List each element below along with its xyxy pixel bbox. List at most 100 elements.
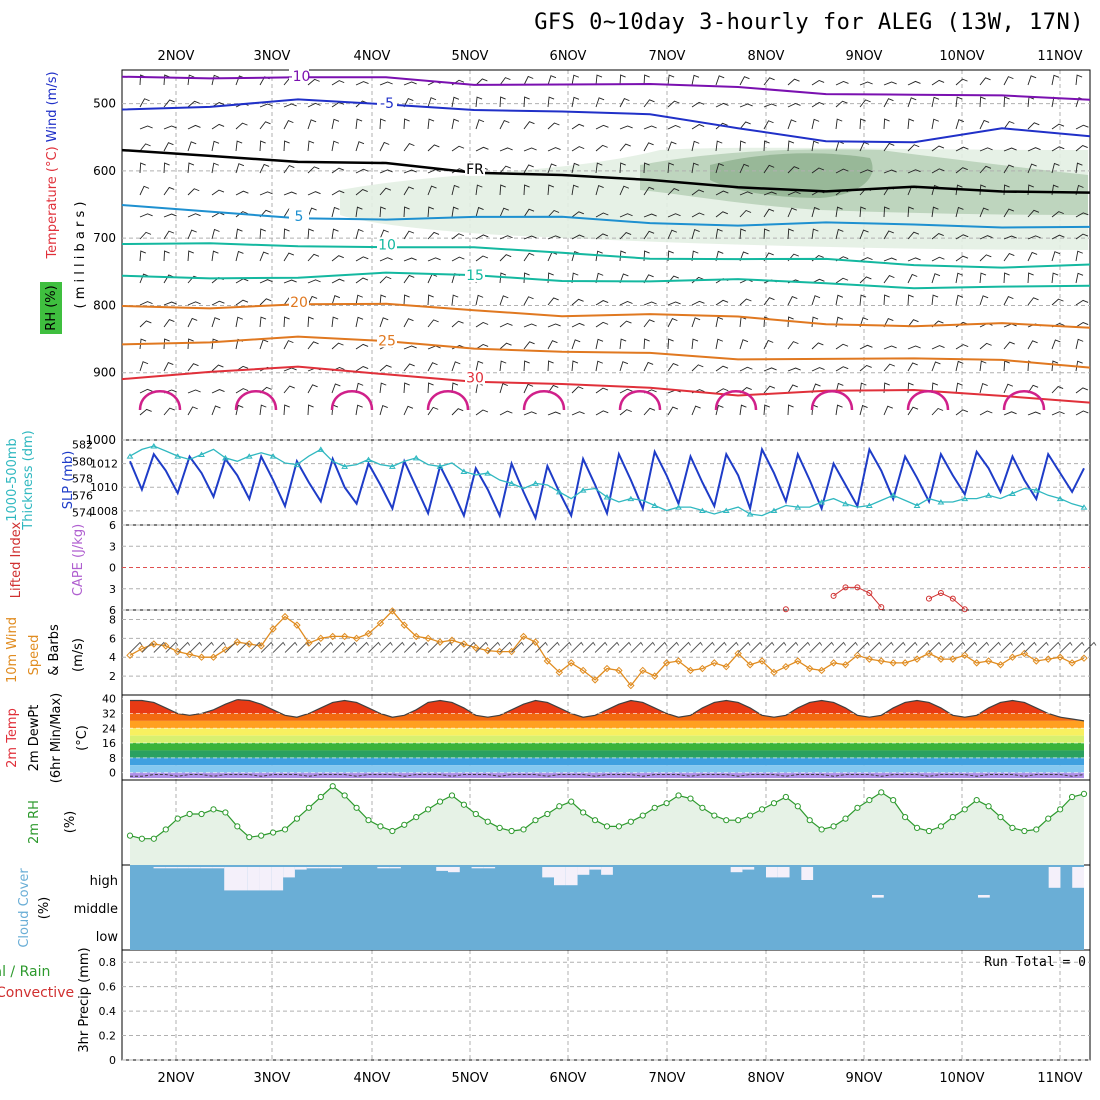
wind-barb <box>380 406 388 415</box>
surface-wind-barb <box>202 643 214 653</box>
isotherm-35-loop <box>428 391 468 410</box>
surface-wind-barb <box>989 643 1001 653</box>
cloud-clear-bar <box>436 867 448 871</box>
isotherm-35-loop <box>812 391 852 410</box>
wind-barb <box>1052 340 1060 349</box>
wind-barb <box>212 318 220 327</box>
wind-barb <box>908 346 921 349</box>
bottom-date-label: 7NOV <box>649 1071 686 1086</box>
rh-point <box>509 828 514 833</box>
wind-barb <box>308 317 314 327</box>
surface-wind-barb <box>1001 643 1013 653</box>
wind-barb <box>620 339 626 349</box>
wind-barb <box>980 343 992 349</box>
wind-barb <box>428 363 438 371</box>
wind-barb <box>956 120 964 129</box>
wind-barb <box>908 383 914 393</box>
rh-point <box>545 811 550 816</box>
wind-barb <box>740 77 749 85</box>
wind-barb <box>260 122 271 129</box>
wind-barb <box>308 192 321 195</box>
wind-barb <box>644 339 650 349</box>
wind-barb <box>860 365 872 371</box>
wind-barb <box>308 229 314 239</box>
wind-barb <box>380 82 393 85</box>
surface-wind-barb <box>679 643 691 653</box>
run-total-label: Run Total = 0 <box>984 955 1086 970</box>
surface-wind-barb <box>619 643 631 653</box>
wind-barb <box>1004 77 1013 85</box>
cloud-clear-bar <box>589 867 601 870</box>
wind-barb <box>1028 341 1038 349</box>
bottom-date-label: 11NOV <box>1037 1071 1082 1086</box>
wind-barb <box>212 190 224 195</box>
wind-barb <box>572 387 583 393</box>
wind-barb <box>932 346 945 349</box>
wind-barb <box>1004 297 1013 305</box>
wind-barb <box>572 97 579 107</box>
surface-wind-barb <box>178 643 190 653</box>
wind-barb <box>836 344 848 349</box>
bottom-date-label: 5NOV <box>452 1071 489 1086</box>
rh-point <box>414 814 419 819</box>
rh2m-label-part: 2m RH <box>27 800 42 844</box>
wind-barb <box>836 119 842 129</box>
wind-barb <box>428 407 438 415</box>
surface-wind-barb <box>583 643 595 653</box>
precip-convective-label: Convective <box>0 985 74 1001</box>
cloud-clear-bar <box>766 867 778 877</box>
rh-point <box>724 818 729 823</box>
wind-barb <box>404 346 417 349</box>
wind-barb <box>212 390 225 393</box>
wind-barb <box>332 384 340 393</box>
surface-wind-barb <box>798 643 810 653</box>
rh-point <box>199 811 204 816</box>
cloud-clear-bar <box>248 867 260 890</box>
wind-barb <box>404 295 410 305</box>
cloud-clear-bar <box>1072 867 1084 888</box>
precip-total-label: tal / Rain <box>0 964 50 980</box>
wind-barb <box>356 142 364 151</box>
wind-barb <box>284 405 290 415</box>
wind-barb <box>596 301 608 305</box>
wind-barb <box>620 99 629 107</box>
wind-barb <box>836 295 843 305</box>
top-date-label: 3NOV <box>254 49 291 64</box>
wind-barb <box>524 253 534 261</box>
wind-barb <box>140 409 152 415</box>
wind-barb <box>308 405 314 415</box>
pressure-tick-label: 500 <box>93 97 116 111</box>
wind-barb <box>476 295 483 305</box>
wind-barb <box>1052 299 1063 305</box>
wind-barb <box>188 390 201 393</box>
cloud-clear-bar <box>472 867 484 868</box>
wind-barb <box>908 258 921 261</box>
top-date-label: 11NOV <box>1037 49 1082 64</box>
temp2m-label-1-part: 2m Temp <box>5 708 20 768</box>
wind-barb <box>140 186 149 195</box>
li-tick-label: 3 <box>109 540 116 553</box>
wind-barb <box>236 279 248 283</box>
wind-barb <box>452 146 464 151</box>
wind-barb <box>764 368 777 371</box>
isotherm-35-loop <box>332 391 372 410</box>
rh-point <box>533 818 538 823</box>
wind-barb <box>1004 384 1013 393</box>
rh-point <box>259 833 264 838</box>
temp-band <box>130 765 1084 772</box>
wind-barb <box>476 120 484 129</box>
wind-barb <box>884 119 890 129</box>
wind-barb <box>308 120 316 129</box>
wind-barb <box>524 324 537 327</box>
wind-barb <box>596 98 604 107</box>
surface-wind-barb <box>1036 643 1048 653</box>
wind-barb <box>764 340 773 349</box>
wind-barb <box>380 119 386 129</box>
wind-barb <box>1004 254 1014 261</box>
wind-barb <box>956 97 962 107</box>
temp-tick-label: 8 <box>109 752 116 765</box>
panel-frame-precip <box>122 950 1090 1060</box>
cloud-clear-bar <box>731 867 743 872</box>
wind-barb <box>572 361 578 371</box>
wind-barb <box>692 301 704 305</box>
